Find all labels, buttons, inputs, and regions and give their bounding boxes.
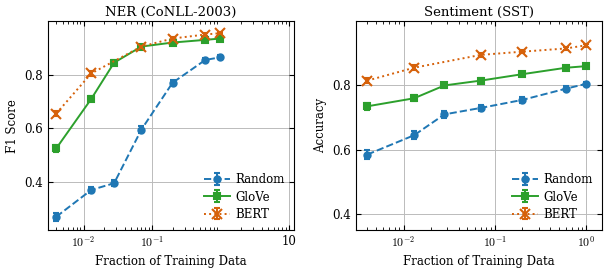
- X-axis label: Fraction of Training Data: Fraction of Training Data: [403, 255, 555, 269]
- X-axis label: Fraction of Training Data: Fraction of Training Data: [95, 255, 247, 269]
- Y-axis label: Accuracy: Accuracy: [314, 98, 326, 153]
- Legend: Random, GloVe, BERT: Random, GloVe, BERT: [200, 170, 288, 224]
- Title: NER (CoNLL-2003): NER (CoNLL-2003): [105, 5, 237, 19]
- Legend: Random, GloVe, BERT: Random, GloVe, BERT: [508, 170, 596, 224]
- Y-axis label: F1 Score: F1 Score: [5, 99, 19, 153]
- Title: Sentiment (SST): Sentiment (SST): [424, 5, 534, 19]
